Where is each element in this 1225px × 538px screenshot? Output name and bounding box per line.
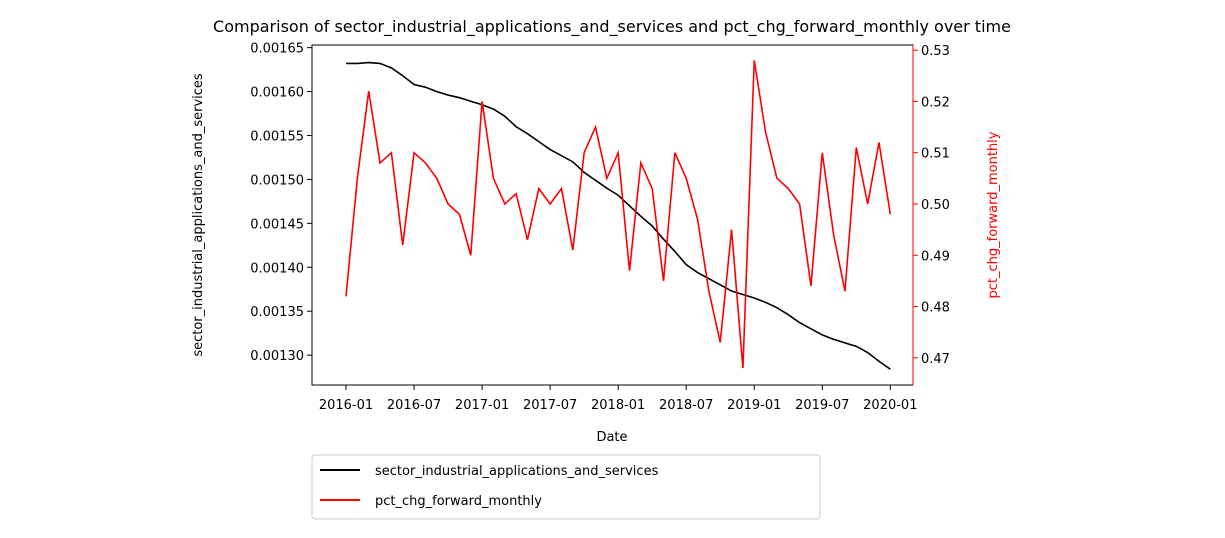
y-tick-label: 0.00140 <box>250 261 304 276</box>
x-tick-label: 2017-01 <box>455 398 509 413</box>
y2-tick-label: 0.48 <box>921 301 950 316</box>
x-tick-label: 2020-01 <box>863 398 917 413</box>
x-tick-label: 2019-07 <box>795 398 849 413</box>
y-tick-label: 0.00160 <box>250 86 304 101</box>
y2-axis-label: pct_chg_forward_monthly <box>986 131 1001 298</box>
x-axis-label: Date <box>596 430 627 445</box>
x-tick-label: 2017-07 <box>523 398 577 413</box>
y2-tick-label: 0.47 <box>921 352 950 367</box>
x-tick-label: 2016-07 <box>387 398 441 413</box>
x-tick-label: 2019-01 <box>727 398 781 413</box>
x-tick-label: 2018-07 <box>659 398 713 413</box>
y-tick-label: 0.00155 <box>250 129 304 144</box>
plot-frame <box>311 44 914 386</box>
y2-tick-label: 0.52 <box>921 95 950 110</box>
y-axis-label: sector_industrial_applications_and_servi… <box>191 73 206 357</box>
y2-tick-label: 0.49 <box>921 249 950 264</box>
y-tick-label: 0.00135 <box>250 305 304 320</box>
x-tick-label: 2018-01 <box>591 398 645 413</box>
chart-title: Comparison of sector_industrial_applicat… <box>213 17 1011 37</box>
series-line <box>346 61 891 370</box>
legend <box>311 454 821 520</box>
y2-tick-label: 0.53 <box>921 44 950 59</box>
y2-tick-label: 0.51 <box>921 147 950 162</box>
series-line <box>345 60 892 369</box>
legend-label: sector_industrial_applications_and_servi… <box>375 464 659 479</box>
y2-tick-label: 0.50 <box>921 198 950 213</box>
legend-label: pct_chg_forward_monthly <box>375 494 542 509</box>
y-tick-label: 0.00165 <box>250 42 304 57</box>
y-tick-label: 0.00145 <box>250 217 304 232</box>
y-tick-label: 0.00130 <box>250 349 304 364</box>
x-tick-label: 2016-01 <box>319 398 373 413</box>
y-tick-label: 0.00150 <box>250 173 304 188</box>
